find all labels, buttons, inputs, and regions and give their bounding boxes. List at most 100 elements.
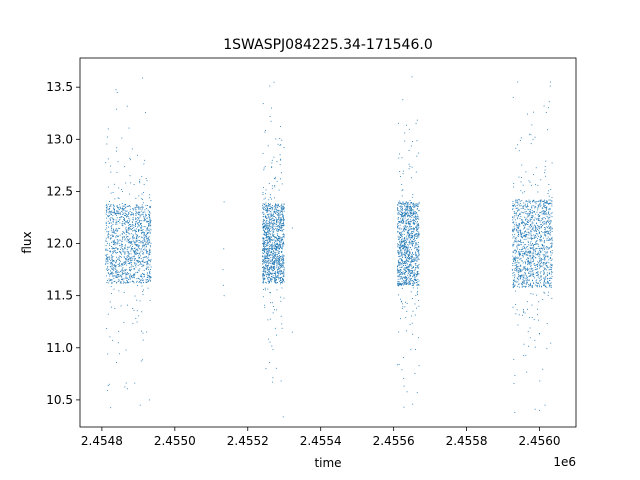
data-point [546,214,548,216]
data-point [513,283,515,285]
data-point [264,242,266,244]
data-point [413,266,414,268]
data-point [143,232,145,234]
data-point [145,230,147,232]
data-point [271,228,273,230]
data-point [139,236,141,238]
data-point [267,207,268,209]
data-point [148,232,150,234]
data-point [406,226,408,227]
data-point [105,213,107,215]
data-point [272,242,273,244]
data-point [523,205,525,207]
data-point [267,288,269,290]
data-point [526,371,528,373]
data-point [406,263,408,265]
data-point [407,274,409,276]
data-point [124,252,126,254]
data-point [266,209,268,211]
data-point [262,275,264,277]
data-point [277,243,279,245]
data-point [271,209,273,211]
data-point [141,330,143,332]
data-point [268,250,270,252]
data-point [532,258,534,260]
data-point [262,249,264,251]
data-point [124,270,126,272]
data-point [528,286,530,288]
data-point [129,266,131,268]
data-point [525,234,527,236]
data-point [113,288,115,290]
data-point [404,306,406,308]
data-point [535,227,537,229]
data-point [276,253,278,255]
data-point [409,226,411,227]
data-point [525,251,527,253]
data-point [416,223,418,225]
data-point [417,274,418,276]
data-point [133,276,134,278]
data-point [135,253,137,255]
data-point [411,236,413,238]
data-point [540,251,542,253]
data-point [145,267,147,269]
data-point [397,250,399,252]
data-point [549,280,551,281]
data-point [399,236,401,238]
data-point [536,218,538,220]
data-point [518,254,520,255]
data-point [265,205,267,207]
data-point [417,265,419,266]
data-point [411,253,413,255]
data-point [271,208,273,210]
data-point [539,333,541,335]
data-point [262,238,264,240]
data-point [548,199,550,201]
data-point [105,258,107,259]
data-point [532,212,534,214]
data-point [267,236,268,238]
data-point [142,243,144,245]
data-point [120,247,122,249]
data-point [276,248,278,250]
data-point [280,218,282,219]
data-point [116,108,117,110]
data-point [516,268,518,270]
data-point [541,211,543,213]
data-point [114,198,116,200]
data-point [267,228,269,230]
data-point [416,238,417,239]
data-point [132,322,134,324]
data-point [109,206,110,208]
data-point [280,238,282,240]
data-point [146,279,148,281]
data-point [413,219,415,221]
data-point [125,261,127,263]
data-point [276,263,278,265]
data-point [272,266,274,268]
data-point [108,231,110,233]
data-point [535,226,537,228]
data-point [266,260,268,262]
data-point [125,244,127,246]
data-point [262,262,264,264]
data-point [404,213,406,215]
data-point [146,229,148,231]
data-point [125,277,127,279]
data-point [527,113,529,115]
data-point [398,239,399,240]
data-point [277,268,279,270]
data-point [270,219,272,221]
data-point [545,254,547,256]
data-point [526,268,528,270]
data-point [520,275,522,277]
data-point [526,252,528,253]
data-point [529,250,531,252]
data-point [418,273,420,275]
data-point [546,238,548,240]
data-point [408,223,410,225]
data-point [515,225,517,227]
data-point [271,198,272,200]
data-point [273,265,275,267]
